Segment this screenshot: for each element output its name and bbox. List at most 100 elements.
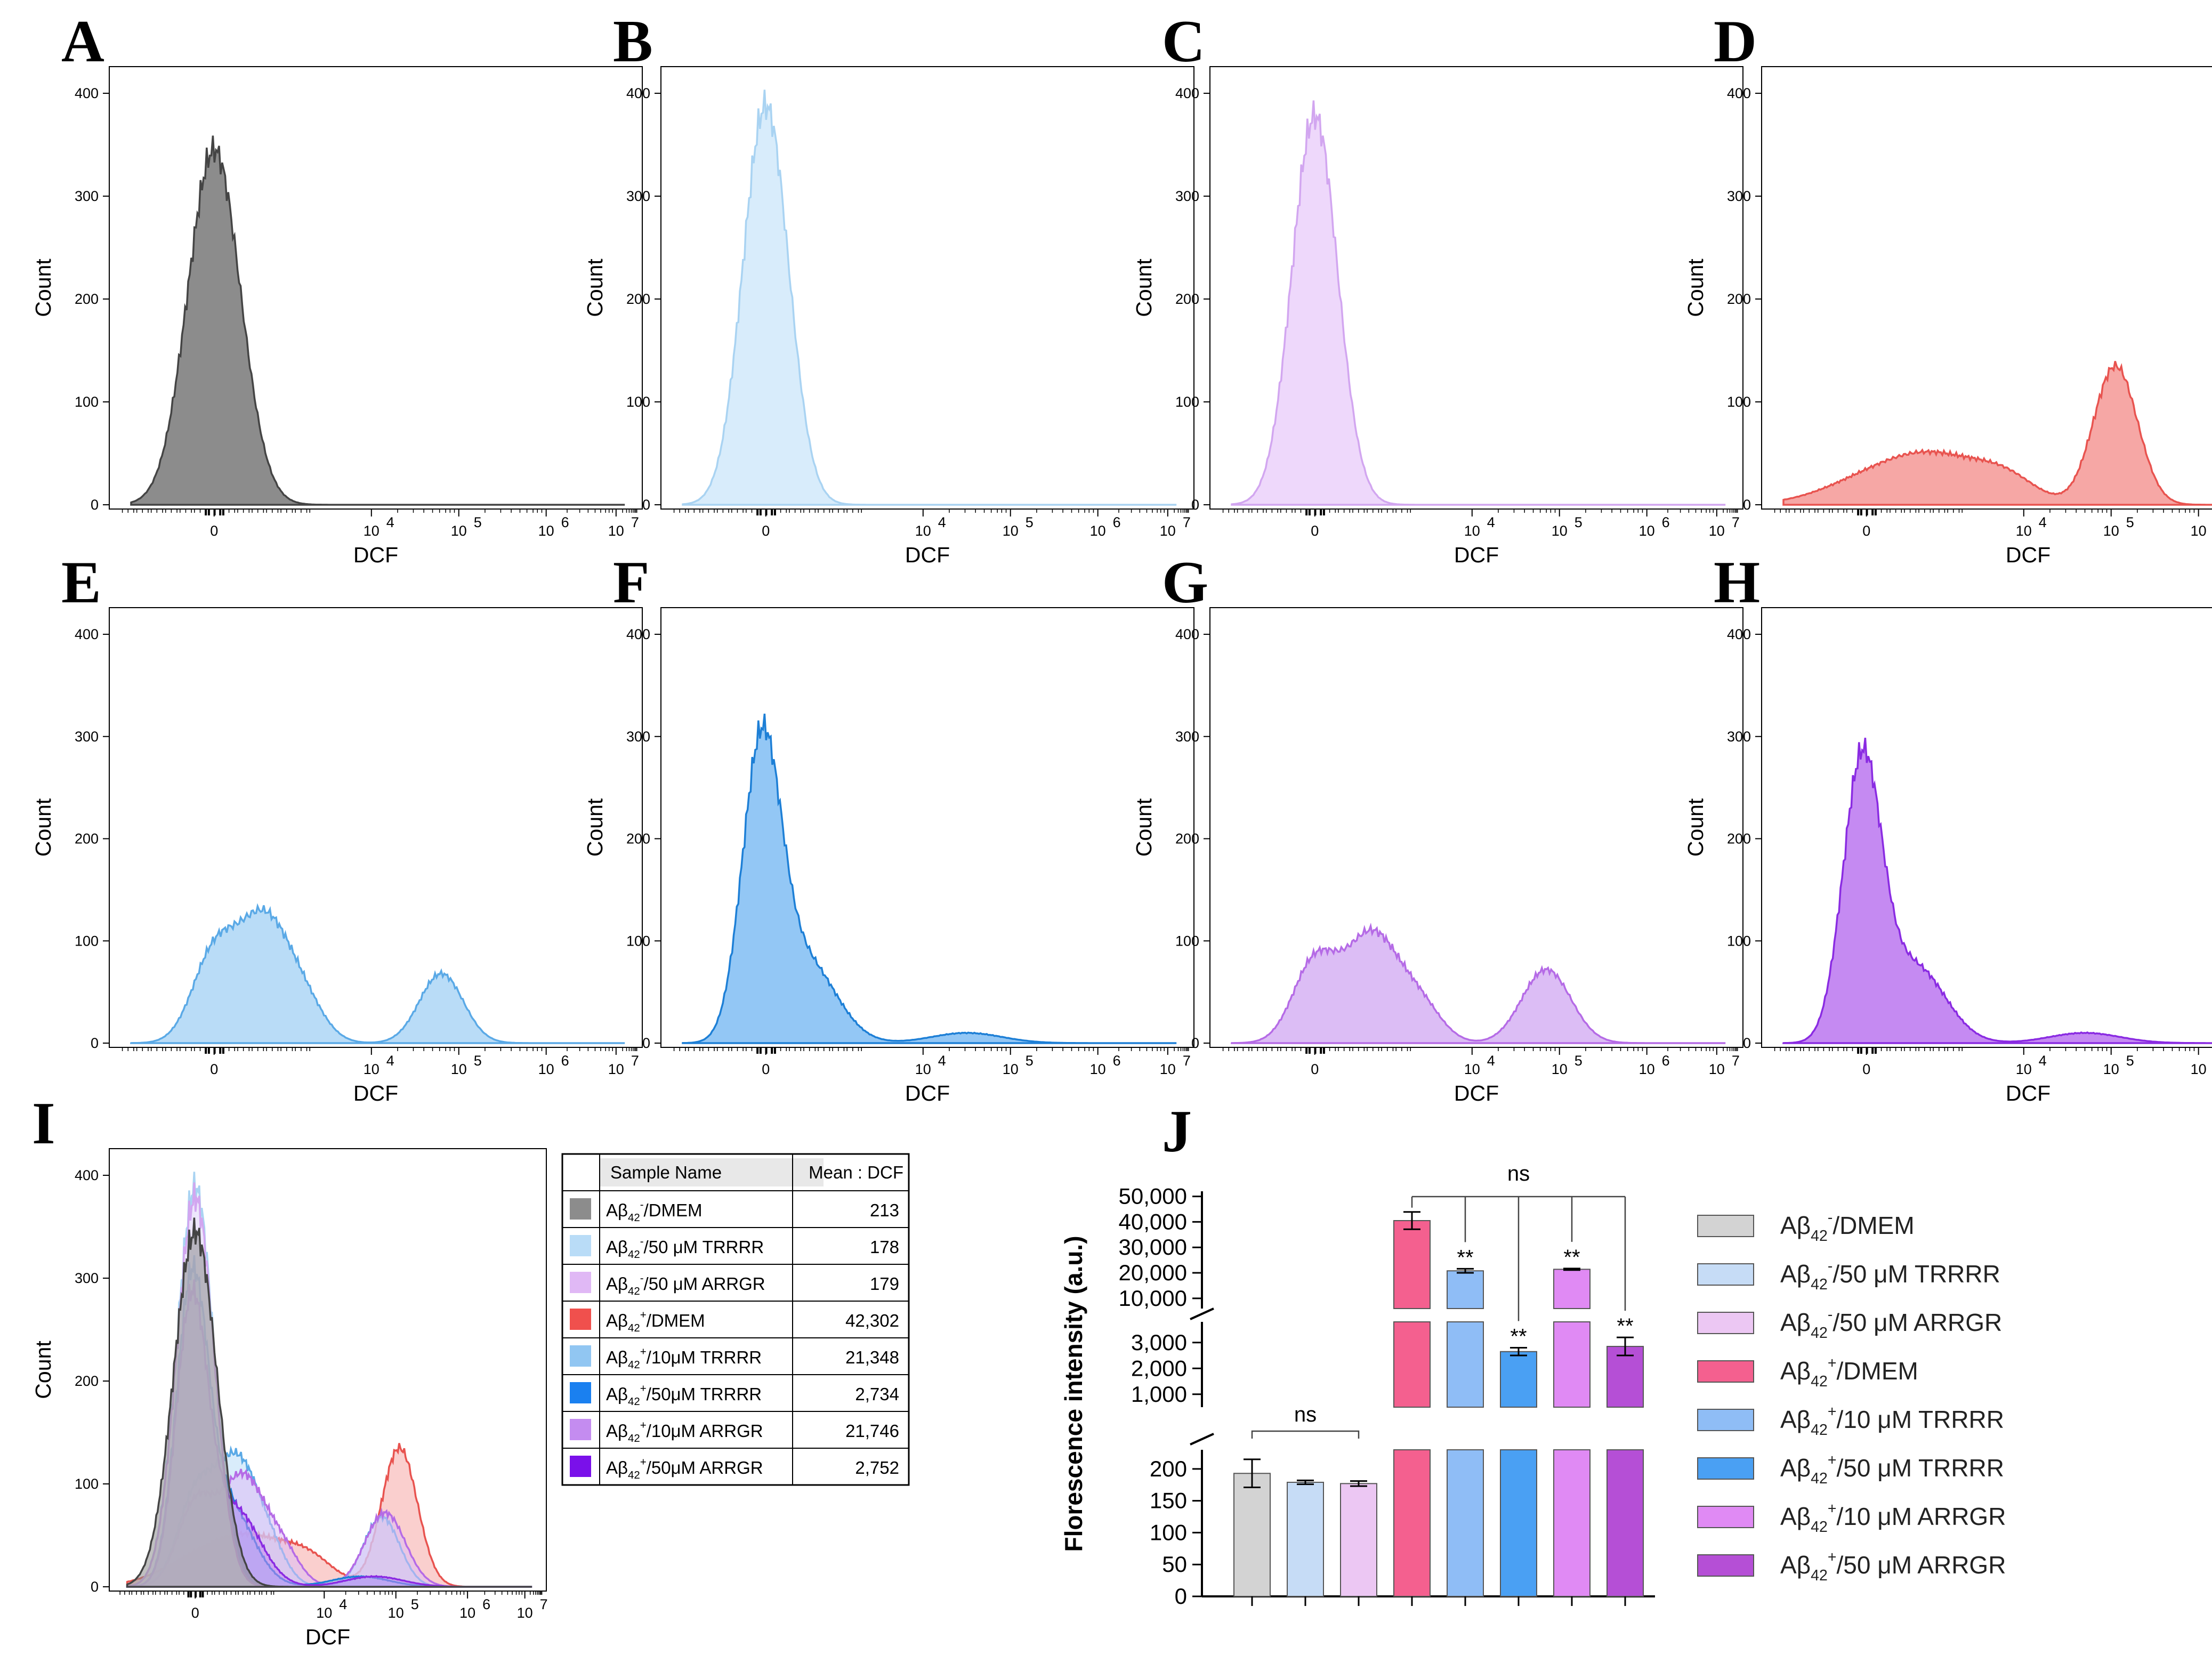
x-tick-exponent: 4 <box>1487 1053 1495 1069</box>
legend-swatch <box>1697 1409 1754 1431</box>
x-tick-exponent: 5 <box>411 1596 419 1612</box>
x-tick-exponent: 6 <box>561 1053 569 1069</box>
significance-bracket <box>1251 1430 1360 1439</box>
x-tick-label: 10 <box>2016 1061 2032 1077</box>
x-tick-exponent: 7 <box>631 514 639 530</box>
y-tick-label: 0 <box>1175 1584 1187 1609</box>
y-axis-label: Count <box>1132 798 1156 857</box>
y-tick-label: 100 <box>626 933 650 949</box>
y-tick-label: 400 <box>1727 626 1751 642</box>
y-tick-label: 100 <box>1150 1520 1187 1545</box>
panel-G-axes: 0 100 200 300 400 0 10 4 10 5 10 6 10 7 DCF Count <box>1132 607 1743 1105</box>
y-tick-label: 200 <box>75 291 99 307</box>
plot-frame <box>1209 66 1743 510</box>
y-axis-label: Count <box>31 259 55 317</box>
x-tick-exponent: 6 <box>1113 514 1121 530</box>
x-axis-label: DCF <box>905 1081 950 1105</box>
bar <box>1500 1449 1537 1597</box>
y-tick-label: 3,000 <box>1131 1330 1187 1355</box>
panel-F-axes: 0 100 200 300 400 0 10 4 10 5 10 6 10 7 DCF Count <box>583 607 1194 1105</box>
x-tick-label: 10 <box>1160 1061 1176 1077</box>
y-tick-label: 100 <box>75 1476 99 1492</box>
panel-letter: F <box>613 550 649 616</box>
bar <box>1340 1483 1377 1597</box>
table-mean-value: 42,302 <box>845 1311 899 1330</box>
x-tick-label: 10 <box>1552 523 1568 539</box>
table-swatch <box>570 1309 591 1330</box>
bar <box>1606 1449 1644 1597</box>
table-sample-name: Aβ42+/50μM ARRGR <box>606 1456 763 1481</box>
y-tick-label: 400 <box>1175 626 1199 642</box>
y-tick-label: 0 <box>1191 1035 1199 1051</box>
y-tick-label: 0 <box>642 1035 650 1051</box>
x-tick-label: 10 <box>608 523 624 539</box>
x-tick-label: 0 <box>1862 523 1870 539</box>
y-tick-label: 100 <box>75 933 99 949</box>
x-tick-label: 10 <box>459 1605 475 1621</box>
x-axis-label: DCF <box>1454 1081 1499 1105</box>
y-tick-label: 200 <box>75 1373 99 1389</box>
x-tick-label: 10 <box>1464 1061 1480 1077</box>
x-tick-label: 10 <box>517 1605 533 1621</box>
y-tick-label: 0 <box>91 497 99 513</box>
sample-table: Sample Name Mean : DCF Aβ42-/DMEM 213 Aβ42-/… <box>561 1153 910 1486</box>
panel-letter: A <box>61 9 104 75</box>
x-axis-label: DCF <box>353 543 398 567</box>
y-tick-label: 50 <box>1162 1552 1187 1577</box>
y-tick-label: 20,000 <box>1119 1260 1187 1285</box>
legend-swatch <box>1697 1215 1754 1237</box>
y-axis-label: Count <box>1683 798 1708 857</box>
panel-letter: J <box>1162 1099 1192 1165</box>
x-tick-exponent: 6 <box>1662 1053 1670 1069</box>
plot-frame <box>109 607 643 1048</box>
y-tick-label: 0 <box>1743 497 1751 513</box>
y-axis-label: Count <box>1132 259 1156 317</box>
histogram-series <box>130 903 625 1044</box>
x-tick-label: 10 <box>2016 523 2032 539</box>
x-tick-exponent: 6 <box>561 514 569 530</box>
x-tick-label: 10 <box>388 1605 404 1621</box>
x-tick-label: 10 <box>2103 1061 2119 1077</box>
table-sample-name: Aβ42+/10μM TRRRR <box>606 1345 762 1371</box>
panel-letter: E <box>61 550 101 616</box>
axis-break-mark <box>1190 1433 1214 1446</box>
x-tick-label: 10 <box>2191 1061 2207 1077</box>
x-tick-label: 10 <box>2103 523 2119 539</box>
legend-label: Aβ42-/50 μM ARRGR <box>1780 1306 2002 1342</box>
bar <box>1447 1449 1484 1597</box>
legend-label: Aβ42+/50 μM ARRGR <box>1780 1548 2006 1584</box>
y-tick-label: 150 <box>1150 1488 1187 1513</box>
bar <box>1287 1481 1324 1597</box>
table-mean-value: 213 <box>870 1200 899 1220</box>
y-axis-label: Count <box>31 1341 55 1399</box>
x-tick-label: 10 <box>538 523 554 539</box>
x-tick-exponent: 7 <box>1183 1053 1191 1069</box>
table-swatch <box>570 1382 591 1403</box>
y-tick-label: 0 <box>1191 497 1199 513</box>
table-header: Sample Name <box>610 1163 722 1182</box>
y-tick-label: 300 <box>1727 188 1751 204</box>
legend-swatch <box>1697 1263 1754 1286</box>
x-tick-label: 10 <box>451 1061 467 1077</box>
legend-swatch <box>1697 1360 1754 1383</box>
legend-swatch <box>1697 1554 1754 1577</box>
y-tick-label: 400 <box>626 626 650 642</box>
x-tick-exponent: 5 <box>2126 1053 2134 1069</box>
y-tick-label: 400 <box>75 626 99 642</box>
y-axis-label: Count <box>583 259 607 317</box>
histogram-series <box>1230 922 1726 1044</box>
table-sample-name: Aβ42-/DMEM <box>606 1198 703 1224</box>
x-axis-label: DCF <box>2006 1081 2050 1105</box>
histogram-series <box>682 90 1177 506</box>
table-mean-value: 178 <box>870 1237 899 1257</box>
panel-C-axes: 0 100 200 300 400 0 10 4 10 5 10 6 10 7 DCF Count <box>1132 66 1743 567</box>
x-tick-label: 10 <box>1003 523 1019 539</box>
legend-label: Aβ42+/DMEM <box>1780 1354 1918 1390</box>
legend-swatch <box>1697 1312 1754 1334</box>
x-tick-label: 10 <box>2191 523 2207 539</box>
plot-frame <box>1761 66 2212 510</box>
panel-letter: I <box>32 1091 55 1157</box>
